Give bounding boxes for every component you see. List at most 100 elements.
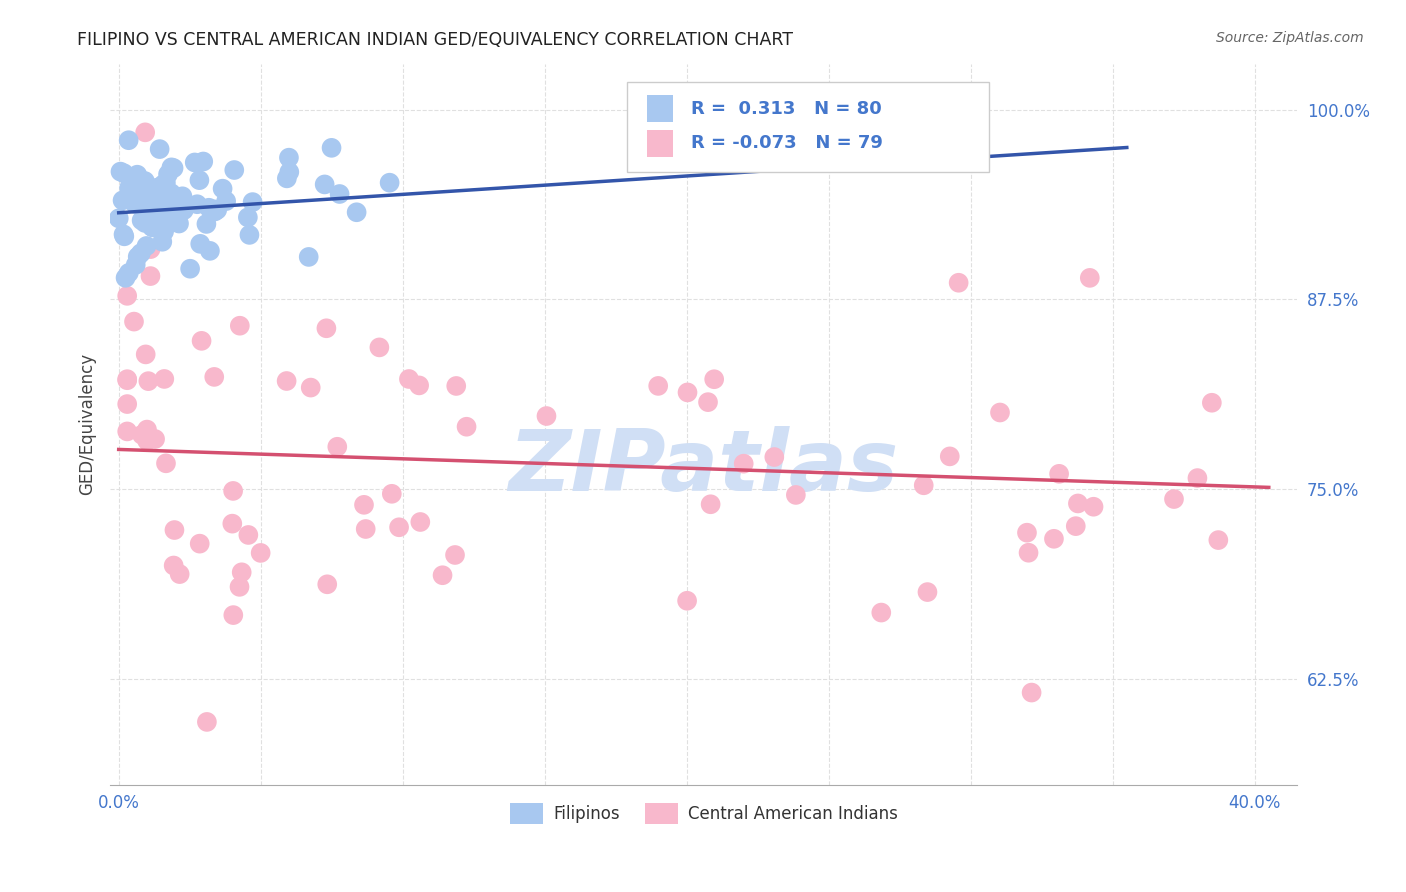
Point bbox=[183, 155, 205, 169]
Point bbox=[222, 608, 245, 623]
Point bbox=[136, 423, 159, 437]
Point bbox=[228, 580, 250, 594]
Point bbox=[131, 213, 153, 227]
Point bbox=[188, 536, 211, 550]
Point bbox=[346, 205, 368, 219]
Point bbox=[112, 166, 135, 180]
Point bbox=[378, 176, 401, 190]
Point bbox=[138, 374, 160, 388]
Point bbox=[299, 381, 322, 395]
Point bbox=[1208, 533, 1230, 547]
Point bbox=[1078, 271, 1101, 285]
Point bbox=[229, 318, 252, 333]
Point bbox=[110, 164, 132, 178]
Point bbox=[146, 180, 169, 194]
Point bbox=[298, 250, 321, 264]
Point bbox=[381, 487, 404, 501]
Point bbox=[114, 270, 136, 285]
Point bbox=[215, 194, 238, 208]
Point bbox=[211, 182, 233, 196]
Point bbox=[115, 425, 138, 439]
Point bbox=[398, 372, 420, 386]
Point bbox=[315, 321, 337, 335]
Point bbox=[703, 372, 725, 386]
Point bbox=[314, 178, 336, 192]
Point bbox=[139, 242, 162, 256]
Point bbox=[143, 432, 166, 446]
Point bbox=[222, 483, 245, 498]
Point bbox=[1047, 467, 1070, 481]
Point bbox=[153, 225, 176, 239]
Point bbox=[948, 276, 970, 290]
Point bbox=[132, 191, 155, 205]
Point bbox=[165, 211, 187, 225]
Point bbox=[733, 457, 755, 471]
Text: R = -0.073   N = 79: R = -0.073 N = 79 bbox=[690, 135, 883, 153]
Point bbox=[112, 229, 135, 244]
Point bbox=[205, 202, 228, 217]
Point bbox=[763, 450, 786, 464]
Point bbox=[238, 528, 260, 542]
Point bbox=[198, 201, 221, 215]
Point bbox=[316, 577, 339, 591]
Point bbox=[444, 379, 467, 393]
Point bbox=[155, 176, 177, 190]
Point bbox=[118, 181, 141, 195]
Point bbox=[647, 379, 669, 393]
Point bbox=[1015, 525, 1038, 540]
Point bbox=[870, 606, 893, 620]
Point bbox=[188, 173, 211, 187]
Text: R =  0.313   N = 80: R = 0.313 N = 80 bbox=[690, 100, 882, 118]
Point bbox=[1201, 396, 1223, 410]
Point bbox=[111, 194, 134, 208]
Point bbox=[141, 219, 163, 234]
Point bbox=[118, 266, 141, 280]
Point bbox=[276, 374, 298, 388]
Point bbox=[112, 227, 135, 242]
Point bbox=[138, 181, 160, 195]
Point bbox=[536, 409, 558, 423]
FancyBboxPatch shape bbox=[627, 82, 988, 172]
Point bbox=[155, 204, 177, 219]
Point bbox=[149, 142, 172, 156]
Point bbox=[321, 141, 343, 155]
Point bbox=[163, 558, 186, 573]
Point bbox=[408, 378, 430, 392]
Point bbox=[150, 208, 173, 222]
Point bbox=[917, 585, 939, 599]
Point bbox=[167, 217, 190, 231]
Text: Source: ZipAtlas.com: Source: ZipAtlas.com bbox=[1216, 31, 1364, 45]
Point bbox=[136, 434, 159, 448]
Point bbox=[353, 498, 375, 512]
Point bbox=[155, 456, 177, 470]
Point bbox=[329, 186, 352, 201]
Point bbox=[135, 239, 157, 253]
Point bbox=[118, 133, 141, 147]
Point bbox=[988, 405, 1011, 419]
Point bbox=[676, 385, 699, 400]
Point bbox=[368, 340, 391, 354]
Point bbox=[134, 216, 156, 230]
Point bbox=[190, 334, 212, 348]
Point bbox=[204, 202, 226, 217]
Point bbox=[134, 174, 156, 188]
Point bbox=[249, 546, 271, 560]
Point bbox=[153, 372, 176, 386]
Point bbox=[278, 165, 301, 179]
Point bbox=[150, 207, 173, 221]
Point bbox=[122, 315, 145, 329]
Point bbox=[152, 177, 174, 191]
Point bbox=[409, 515, 432, 529]
Point bbox=[276, 171, 298, 186]
Point bbox=[139, 269, 162, 284]
Point bbox=[157, 167, 180, 181]
Point bbox=[135, 347, 157, 361]
Point bbox=[142, 220, 165, 235]
Point bbox=[152, 199, 174, 213]
Point bbox=[224, 163, 246, 178]
Point bbox=[145, 207, 167, 221]
Point bbox=[131, 427, 153, 442]
Point bbox=[238, 227, 260, 242]
Point bbox=[1187, 471, 1209, 485]
Point bbox=[134, 207, 156, 221]
